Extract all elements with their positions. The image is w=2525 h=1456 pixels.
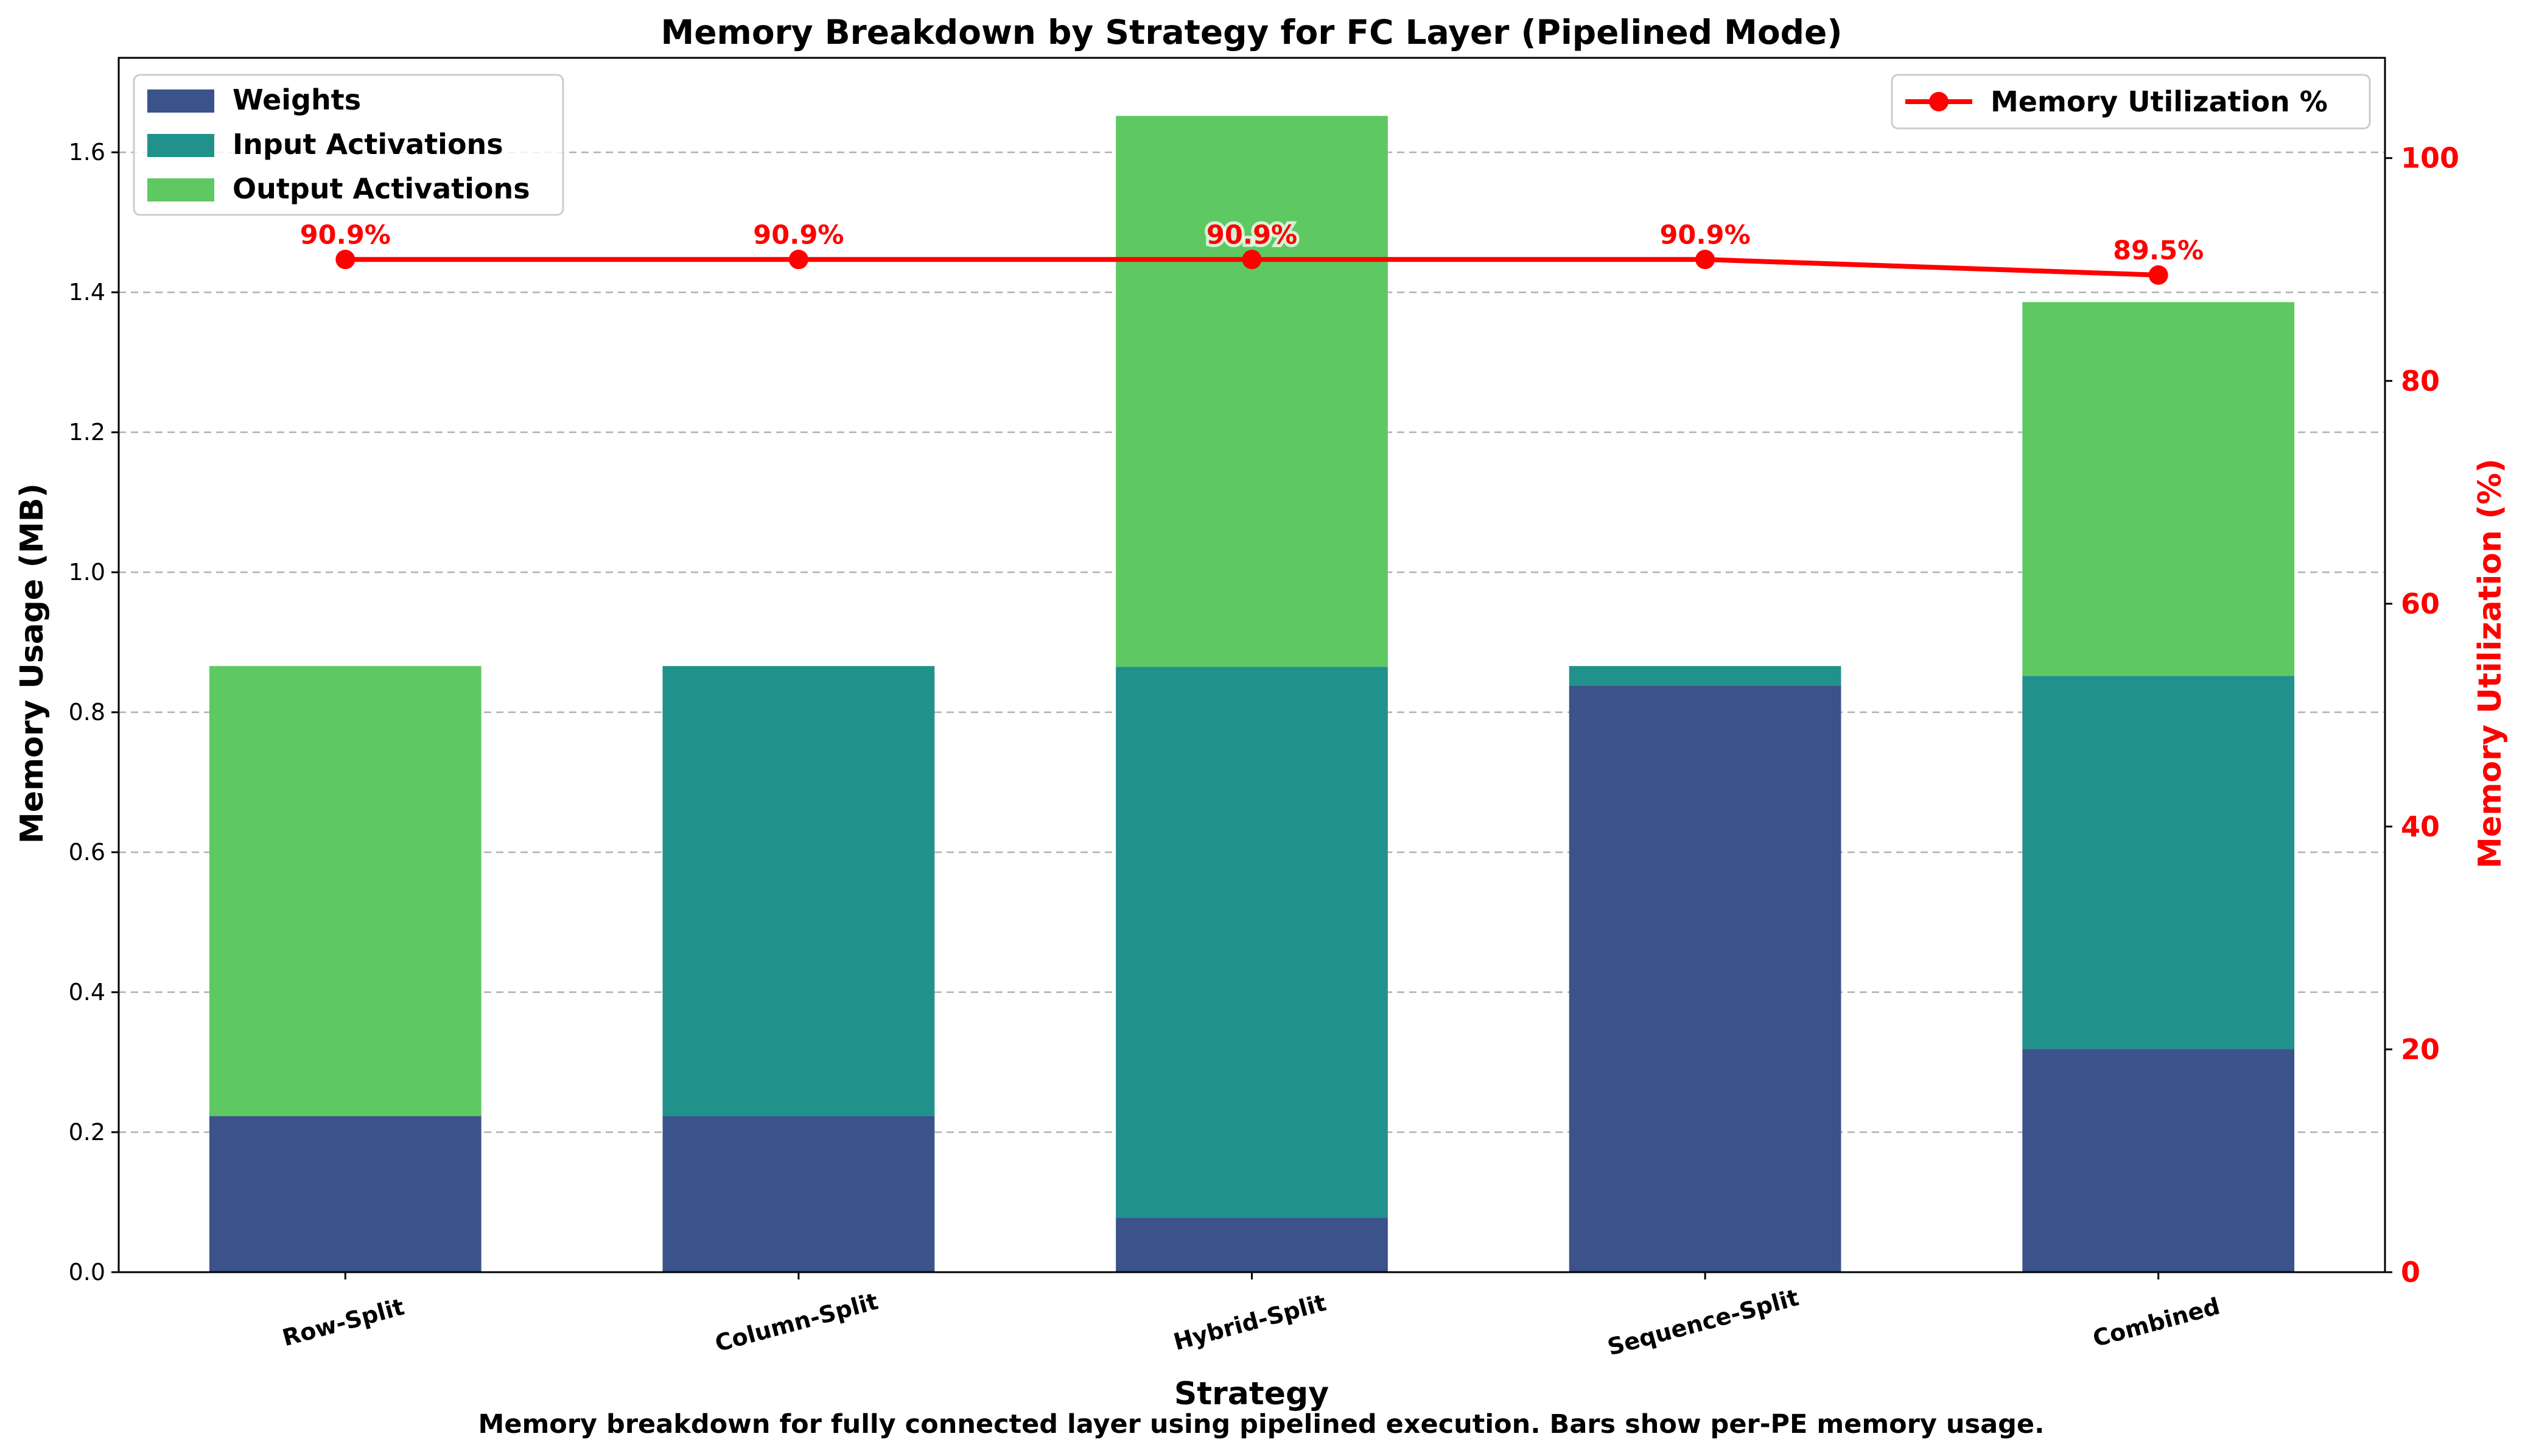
legend-box	[1891, 74, 2371, 130]
y-tick-label: 0.0	[69, 1259, 105, 1286]
bar-weights	[2022, 1049, 2295, 1272]
y-tick-label: 0.2	[69, 1119, 105, 1146]
y-tick-label: 1.2	[69, 419, 105, 446]
bar-stacks	[209, 116, 2295, 1272]
x-tick-label: Combined	[2090, 1293, 2222, 1353]
utilization-point	[1242, 250, 1262, 270]
y2-tick-label: 0	[2401, 1256, 2420, 1289]
bar-input-activations	[2022, 676, 2295, 1049]
bar-output-activations	[209, 666, 482, 1116]
y2-tick-label: 100	[2401, 142, 2459, 175]
bar-weights	[209, 1116, 482, 1272]
y2-tick-label: 20	[2401, 1033, 2440, 1066]
y2-tick-label: 40	[2401, 810, 2440, 843]
utilization-point	[335, 250, 355, 270]
legend-label: Input Activations	[233, 128, 503, 161]
x-tick-label: Hybrid-Split	[1171, 1289, 1329, 1356]
utilization-point	[1695, 250, 1715, 270]
legend-swatch	[147, 89, 214, 113]
legend-marker	[1929, 92, 1949, 111]
utilization-data-label: 90.9%	[300, 220, 391, 250]
bar-output-activations	[1116, 116, 1388, 667]
legend-line: Memory Utilization %	[1891, 74, 2371, 130]
y2-tick-label: 80	[2401, 365, 2440, 397]
bar-weights	[662, 1116, 935, 1272]
legend-label: Memory Utilization %	[1991, 85, 2328, 118]
legend-label: Weights	[233, 83, 361, 116]
x-tick-label: Column-Split	[712, 1288, 881, 1357]
bar-input-activations	[1569, 666, 1841, 686]
legend-swatch	[147, 134, 214, 157]
utilization-data-label: 90.9%	[753, 220, 844, 250]
x-axis-title: Strategy	[1174, 1376, 1329, 1412]
legend-bars: Weights Input Activations Output Activatio…	[133, 74, 564, 216]
legend-box	[133, 74, 564, 216]
y2-axis-title: Memory Utilization (%)	[2472, 458, 2509, 869]
utilization-data-label: 89.5%	[2113, 236, 2204, 266]
utilization-data-label: 90.9%	[1206, 220, 1297, 250]
y-tick-label: 1.0	[69, 559, 105, 586]
utilization-point	[2148, 265, 2168, 285]
y-tick-label: 0.4	[69, 979, 105, 1006]
x-tick-label: Sequence-Split	[1605, 1284, 1801, 1360]
y-tick-label: 1.4	[69, 279, 105, 306]
utilization-point	[788, 250, 808, 270]
y-tick-label: 1.6	[69, 139, 105, 166]
bar-weights	[1569, 685, 1841, 1272]
utilization-data-label: 90.9%	[1660, 220, 1751, 250]
bar-weights	[1116, 1217, 1388, 1272]
y-tick-label: 0.8	[69, 699, 105, 726]
y2-tick-label: 60	[2401, 587, 2440, 620]
bar-input-activations	[662, 666, 935, 1116]
bar-input-activations	[1116, 667, 1388, 1218]
legend-swatch	[147, 178, 214, 201]
utilization-line: 90.9% 90.9% 90.9% 90.9% 89.5%	[297, 217, 2207, 285]
chart-title: Memory Breakdown by Strategy for FC Laye…	[661, 13, 1843, 52]
y-tick-label: 0.6	[69, 839, 105, 866]
legend-label: Output Activations	[233, 172, 530, 205]
x-tick-label: Row-Split	[279, 1293, 407, 1352]
figure-caption: Memory breakdown for fully connected lay…	[478, 1409, 2045, 1440]
bar-output-activations	[2022, 302, 2295, 676]
y-axis-title: Memory Usage (MB)	[14, 483, 51, 844]
